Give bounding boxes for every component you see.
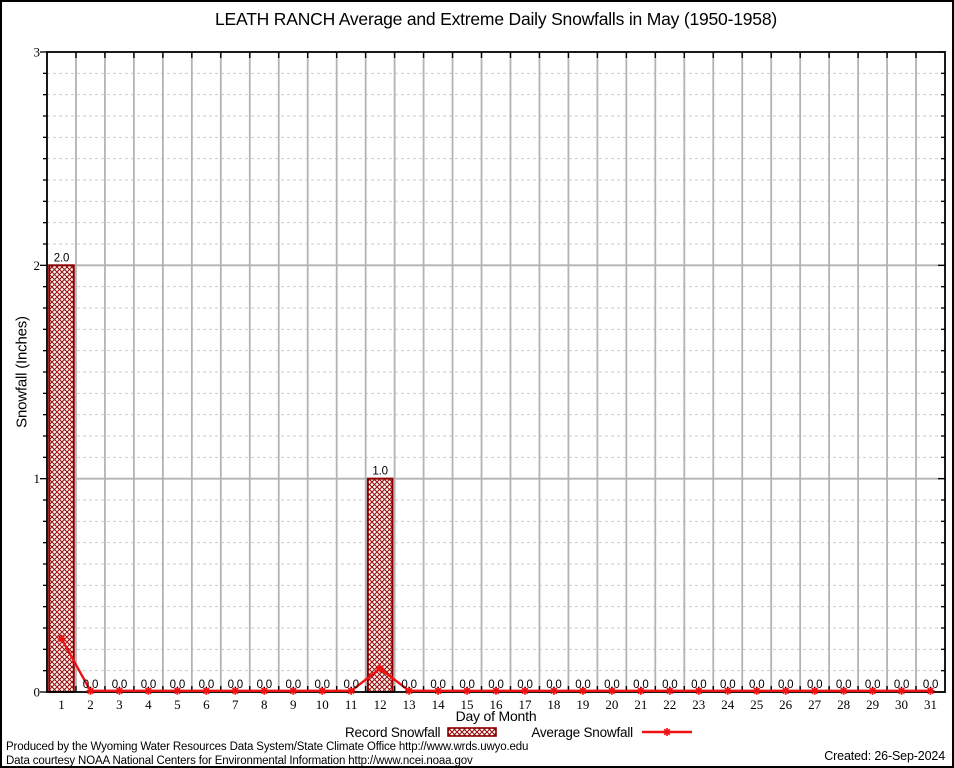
- svg-text:0.0: 0.0: [633, 679, 648, 691]
- svg-text:0.0: 0.0: [807, 679, 822, 691]
- svg-text:29: 29: [866, 697, 879, 712]
- svg-text:19: 19: [576, 697, 589, 712]
- svg-text:3: 3: [34, 45, 41, 60]
- svg-text:7: 7: [232, 697, 239, 712]
- legend-record-label: Record Snowfall: [345, 724, 441, 740]
- svg-text:3: 3: [116, 697, 123, 712]
- svg-text:5: 5: [174, 697, 181, 712]
- average-line-icon: [641, 728, 692, 736]
- svg-text:18: 18: [547, 697, 560, 712]
- svg-text:31: 31: [924, 697, 937, 712]
- svg-text:1.0: 1.0: [372, 466, 387, 478]
- y-axis-label: Snowfall (Inches): [13, 316, 31, 428]
- svg-text:13: 13: [403, 697, 416, 712]
- svg-text:20: 20: [605, 697, 618, 712]
- svg-text:0.0: 0.0: [778, 679, 793, 691]
- svg-text:0.0: 0.0: [314, 679, 329, 691]
- svg-text:11: 11: [345, 697, 358, 712]
- svg-text:0.0: 0.0: [691, 679, 706, 691]
- footer-data-courtesy: Data courtesy NOAA National Centers for …: [6, 755, 473, 767]
- svg-text:21: 21: [634, 697, 647, 712]
- svg-text:4: 4: [145, 697, 152, 712]
- x-axis-label: Day of Month: [455, 708, 537, 724]
- svg-text:12: 12: [374, 697, 387, 712]
- chart-title: LEATH RANCH Average and Extreme Daily Sn…: [215, 9, 777, 29]
- svg-text:15: 15: [461, 697, 474, 712]
- svg-text:16: 16: [490, 697, 504, 712]
- svg-text:0: 0: [34, 685, 41, 700]
- svg-text:2.0: 2.0: [54, 252, 69, 264]
- svg-text:0.0: 0.0: [575, 679, 590, 691]
- svg-text:1: 1: [58, 697, 65, 712]
- svg-text:14: 14: [432, 697, 446, 712]
- svg-text:0.0: 0.0: [604, 679, 619, 691]
- created-date: Created: 26-Sep-2024: [824, 749, 945, 763]
- svg-text:27: 27: [808, 697, 822, 712]
- svg-text:25: 25: [750, 697, 763, 712]
- svg-text:0.0: 0.0: [894, 679, 909, 691]
- svg-text:0.0: 0.0: [141, 679, 156, 691]
- svg-text:0.0: 0.0: [401, 679, 416, 691]
- svg-text:0.0: 0.0: [286, 679, 301, 691]
- svg-text:0.0: 0.0: [459, 679, 474, 691]
- legend-average-label: Average Snowfall: [531, 724, 633, 740]
- svg-text:9: 9: [290, 697, 297, 712]
- svg-text:0.0: 0.0: [720, 679, 735, 691]
- footer-produced-by: Produced by the Wyoming Water Resources …: [6, 741, 529, 753]
- svg-text:0.0: 0.0: [257, 679, 272, 691]
- svg-text:26: 26: [779, 697, 793, 712]
- svg-text:0.0: 0.0: [430, 679, 445, 691]
- svg-text:2: 2: [34, 258, 41, 273]
- svg-text:2: 2: [87, 697, 94, 712]
- svg-text:1: 1: [34, 471, 41, 486]
- svg-text:8: 8: [261, 697, 268, 712]
- svg-text:0.0: 0.0: [488, 679, 503, 691]
- svg-text:23: 23: [692, 697, 705, 712]
- svg-text:0.0: 0.0: [517, 679, 532, 691]
- svg-text:0.0: 0.0: [749, 679, 764, 691]
- svg-text:6: 6: [203, 697, 210, 712]
- svg-text:0.0: 0.0: [199, 679, 214, 691]
- svg-text:0.0: 0.0: [865, 679, 880, 691]
- svg-text:0.0: 0.0: [546, 679, 561, 691]
- svg-text:17: 17: [518, 697, 532, 712]
- svg-text:24: 24: [721, 697, 735, 712]
- svg-text:10: 10: [316, 697, 329, 712]
- svg-text:28: 28: [837, 697, 850, 712]
- svg-text:0.0: 0.0: [836, 679, 851, 691]
- record-swatch-icon: [447, 727, 498, 737]
- svg-text:0.0: 0.0: [662, 679, 677, 691]
- svg-text:0.0: 0.0: [170, 679, 185, 691]
- legend: Record Snowfall Average Snowfall: [345, 724, 693, 740]
- svg-text:0.0: 0.0: [343, 679, 358, 691]
- svg-text:0.0: 0.0: [83, 679, 98, 691]
- svg-text:0.0: 0.0: [923, 679, 938, 691]
- svg-text:22: 22: [663, 697, 676, 712]
- svg-text:30: 30: [895, 697, 908, 712]
- svg-text:0.0: 0.0: [112, 679, 127, 691]
- svg-text:0.0: 0.0: [228, 679, 243, 691]
